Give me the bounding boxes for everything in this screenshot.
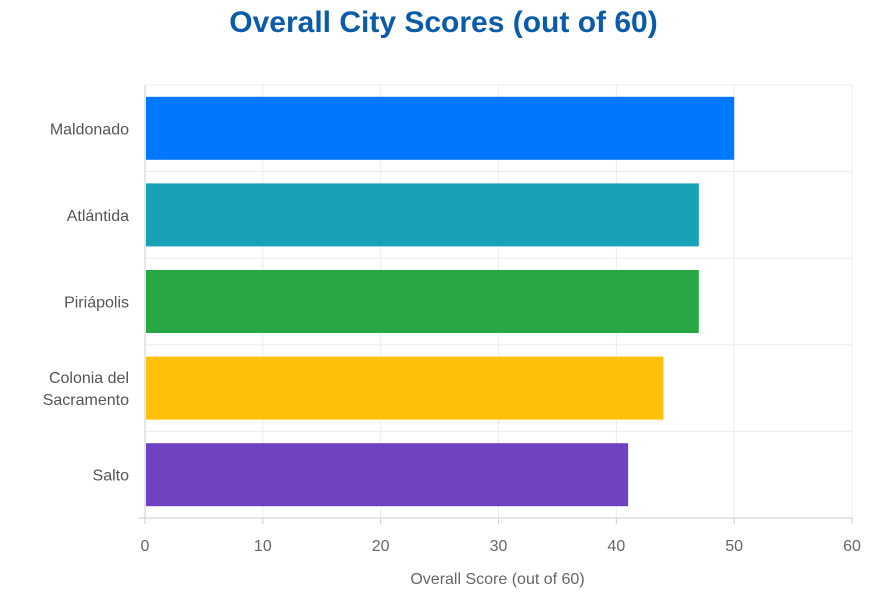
- x-tick-label: 60: [843, 538, 861, 555]
- bar[interactable]: [146, 443, 629, 507]
- bar[interactable]: [146, 96, 735, 160]
- y-category-label: Salto: [93, 468, 130, 485]
- x-tick-label: 0: [141, 538, 150, 555]
- x-axis-title: Overall Score (out of 60): [410, 571, 584, 588]
- x-tick-label: 10: [254, 538, 272, 555]
- y-category-label: Atlántida: [67, 208, 129, 225]
- x-tick-label: 40: [607, 538, 625, 555]
- y-category-label: Piriápolis: [64, 295, 129, 312]
- bar[interactable]: [146, 183, 699, 247]
- bar[interactable]: [146, 270, 699, 333]
- bar[interactable]: [146, 356, 664, 420]
- x-tick-label: 30: [490, 538, 508, 555]
- y-category-label: Colonia del Sacramento: [43, 370, 129, 409]
- y-category-label: Maldonado: [50, 121, 129, 138]
- x-tick-label: 50: [725, 538, 743, 555]
- chart-title: Overall City Scores (out of 60): [229, 6, 658, 39]
- x-tick-label: 20: [372, 538, 390, 555]
